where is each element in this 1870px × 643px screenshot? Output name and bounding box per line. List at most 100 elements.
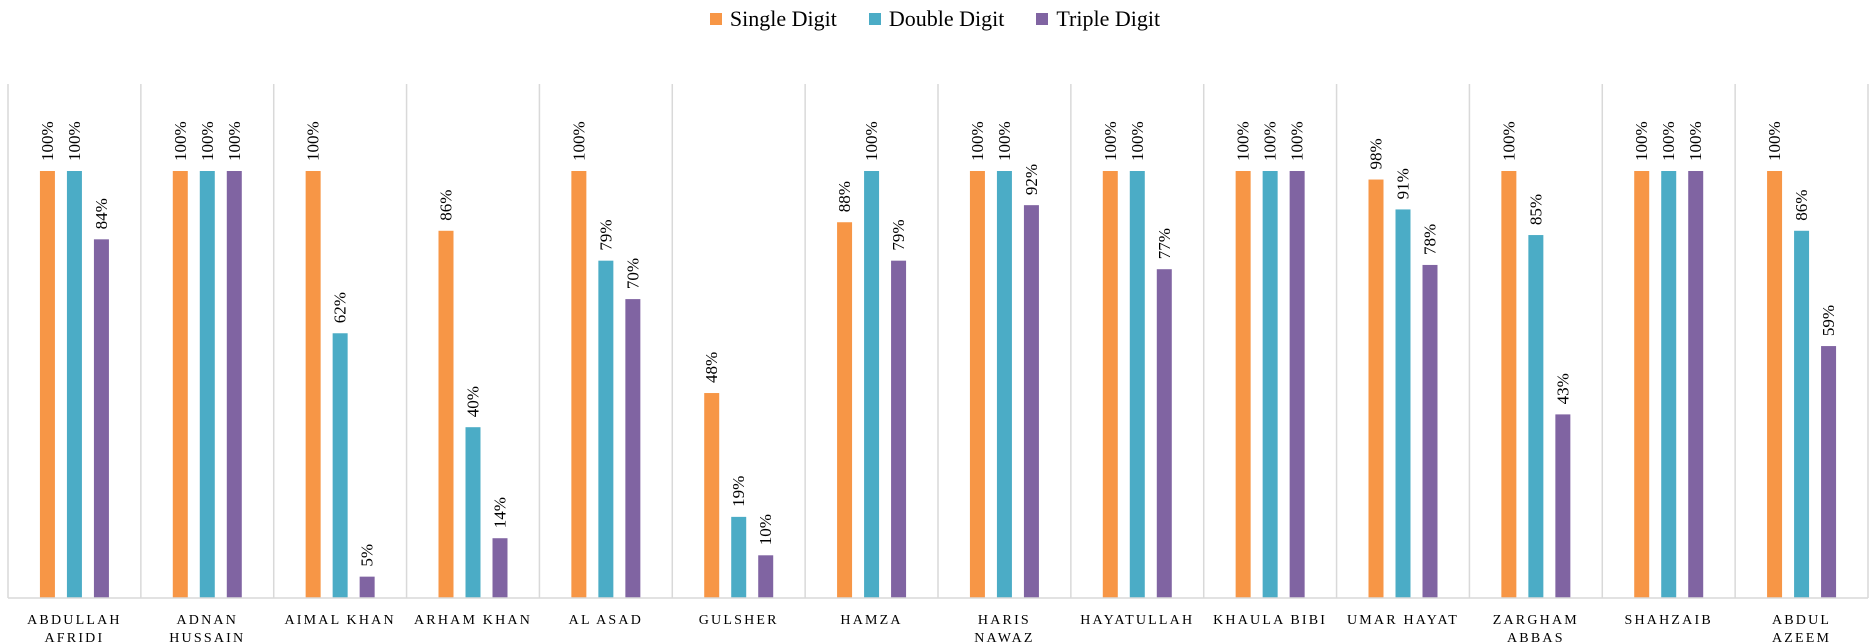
data-label: 100% xyxy=(38,121,57,161)
bar xyxy=(172,171,188,598)
category-label-line: AIMAL KHAN xyxy=(284,613,395,628)
legend-label-single-digit: Single Digit xyxy=(729,6,837,31)
legend-item-single-digit: Single Digit xyxy=(709,6,837,32)
data-label: 100% xyxy=(1261,121,1280,161)
bar xyxy=(1555,414,1571,598)
legend-swatch-triple-digit xyxy=(1036,13,1049,25)
bar xyxy=(226,171,242,598)
category-label-line: GULSHER xyxy=(699,613,779,628)
data-label: 100% xyxy=(1101,121,1120,161)
category-label: HAYATULLAH xyxy=(1080,613,1194,628)
data-label: 100% xyxy=(225,121,244,161)
data-label: 100% xyxy=(1234,121,1253,161)
bar xyxy=(704,393,720,598)
category-label-line: SHAHZAIB xyxy=(1625,613,1713,628)
legend-swatch-double-digit xyxy=(868,13,881,25)
category-label-line: NAWAZ xyxy=(974,631,1034,643)
bar xyxy=(598,260,614,598)
data-label: 100% xyxy=(1128,121,1147,161)
data-label: 100% xyxy=(1288,121,1307,161)
bar xyxy=(1235,171,1251,598)
bar xyxy=(492,538,508,598)
category-label: HAMZA xyxy=(840,613,902,628)
bar xyxy=(969,171,985,598)
data-label: 100% xyxy=(995,121,1014,161)
bar xyxy=(1661,171,1677,598)
category-label-line: HUSSAIN xyxy=(169,631,245,643)
bar xyxy=(996,171,1012,598)
category-label: ABDUL AZEEM xyxy=(1772,613,1831,643)
bar xyxy=(1156,269,1172,598)
category-label: ZARGHAM ABBAS xyxy=(1493,613,1579,643)
data-label: 85% xyxy=(1526,194,1545,225)
bar xyxy=(66,171,82,598)
data-label: 77% xyxy=(1155,228,1174,259)
bar xyxy=(731,516,747,598)
bar xyxy=(39,171,55,598)
bar xyxy=(1422,264,1438,598)
category-label: UMAR HAYAT xyxy=(1347,613,1459,628)
data-label: 92% xyxy=(1022,164,1041,195)
data-label: 86% xyxy=(437,190,456,221)
bar xyxy=(359,576,375,598)
category-label-line: ARHAM KHAN xyxy=(414,613,532,628)
bar xyxy=(1129,171,1145,598)
data-label: 100% xyxy=(304,121,323,161)
legend-item-triple-digit: Triple Digit xyxy=(1036,6,1160,32)
legend-item-double-digit: Double Digit xyxy=(868,6,1004,32)
data-label: 78% xyxy=(1421,224,1440,255)
category-label: ABDULLAH AFRIDI xyxy=(27,613,122,643)
category-label-line: AFRIDI xyxy=(44,631,104,643)
data-label: 10% xyxy=(756,514,775,545)
category-label-line: ABBAS xyxy=(1507,631,1565,643)
data-label: 19% xyxy=(729,476,748,507)
bar xyxy=(571,171,587,598)
bar xyxy=(199,171,215,598)
data-label: 79% xyxy=(596,219,615,250)
category-label: GULSHER xyxy=(699,613,779,628)
data-label: 14% xyxy=(491,497,510,528)
bar xyxy=(93,239,109,598)
data-label: 100% xyxy=(1686,121,1705,161)
bar xyxy=(1794,230,1810,598)
data-label: 43% xyxy=(1553,373,1572,404)
bar xyxy=(837,222,853,599)
bar xyxy=(1688,171,1704,598)
category-label: SHAHZAIB xyxy=(1625,613,1713,628)
bar xyxy=(1395,209,1411,598)
chart-legend: Single Digit Double Digit Triple Digit xyxy=(0,6,1870,32)
bar xyxy=(438,230,454,598)
data-label: 59% xyxy=(1819,305,1838,336)
category-label: ADNAN HUSSAIN xyxy=(169,613,245,643)
data-label: 48% xyxy=(702,352,721,383)
bar xyxy=(1023,205,1039,598)
bar xyxy=(891,260,907,598)
data-label: 84% xyxy=(92,198,111,229)
category-label-line: UMAR HAYAT xyxy=(1347,613,1459,628)
data-label: 100% xyxy=(198,121,217,161)
data-label: 100% xyxy=(968,121,987,161)
data-label: 98% xyxy=(1367,138,1386,169)
bar xyxy=(758,555,774,598)
data-label: 88% xyxy=(835,181,854,212)
bar xyxy=(1102,171,1118,598)
category-label-line: ABDUL xyxy=(1772,613,1831,628)
category-label-line: HAYATULLAH xyxy=(1080,613,1194,628)
category-label: AL ASAD xyxy=(569,613,643,628)
data-label: 100% xyxy=(569,121,588,161)
category-label-line: ABDULLAH xyxy=(27,613,122,628)
bar xyxy=(1289,171,1305,598)
data-label: 100% xyxy=(1632,121,1651,161)
bar xyxy=(1821,346,1837,598)
data-label: 100% xyxy=(65,121,84,161)
category-label-line: AL ASAD xyxy=(569,613,643,628)
bar xyxy=(1501,171,1517,598)
bar xyxy=(625,299,641,598)
category-label: AIMAL KHAN xyxy=(284,613,395,628)
category-label-line: HARIS xyxy=(978,613,1031,628)
data-label: 100% xyxy=(1659,121,1678,161)
legend-swatch-single-digit xyxy=(709,13,722,25)
bar xyxy=(1767,171,1783,598)
category-label-line: KHAULA BIBI xyxy=(1213,613,1327,628)
